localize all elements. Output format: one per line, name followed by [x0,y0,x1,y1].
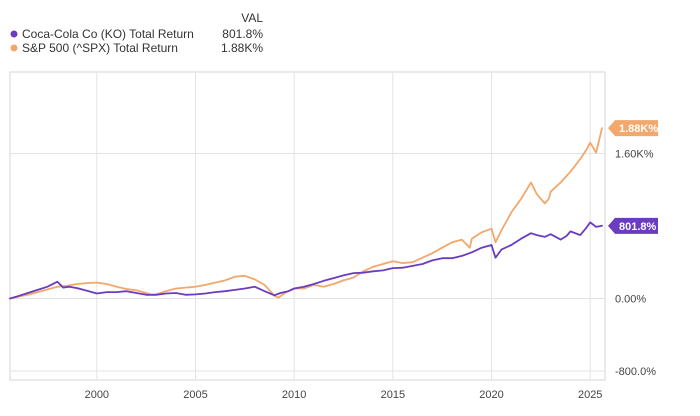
legend-item-0: Coca-Cola Co (KO) Total Return 801.8% [10,27,263,41]
x-tick-label: 2000 [85,389,109,401]
end-label-tag [608,217,658,234]
x-tick-label: 2010 [282,389,306,401]
y-tick-label: 0.00% [615,293,646,305]
plot-border [9,71,606,381]
series-line-0 [9,221,603,300]
legend-header: VAL [241,11,263,25]
legend-series-value: 1.88K% [221,41,263,55]
legend-series-name: Coca-Cola Co (KO) Total Return [22,27,194,41]
end-label-1: 1.88K% [608,120,658,137]
x-tick-label: 2025 [578,389,602,401]
end-label-text: 801.8% [619,221,657,233]
end-labels: 801.8% 1.88K% [608,120,658,234]
axes: 2000 2005 2010 2015 2020 2025 1.60K% 0.00% -800.… [85,149,657,401]
x-tick-label: 2015 [381,389,405,401]
end-label-0: 801.8% [608,217,658,234]
series-lines [9,127,603,300]
y-tick-label: -800.0% [615,366,656,378]
end-label-text: 1.88K% [619,123,658,135]
end-label-tag [608,120,658,137]
x-tick-label: 2005 [183,389,207,401]
x-tick-label: 2020 [479,389,503,401]
legend-series-name: S&P 500 (^SPX) Total Return [22,41,178,55]
legend-series-value: 801.8% [222,27,263,41]
legend-item-1: S&P 500 (^SPX) Total Return 1.88K% [10,41,263,55]
legend-swatch [10,30,18,38]
legend-swatch [10,44,18,52]
grid [9,71,606,381]
series-line-1 [9,127,603,300]
y-tick-label: 1.60K% [615,149,654,161]
